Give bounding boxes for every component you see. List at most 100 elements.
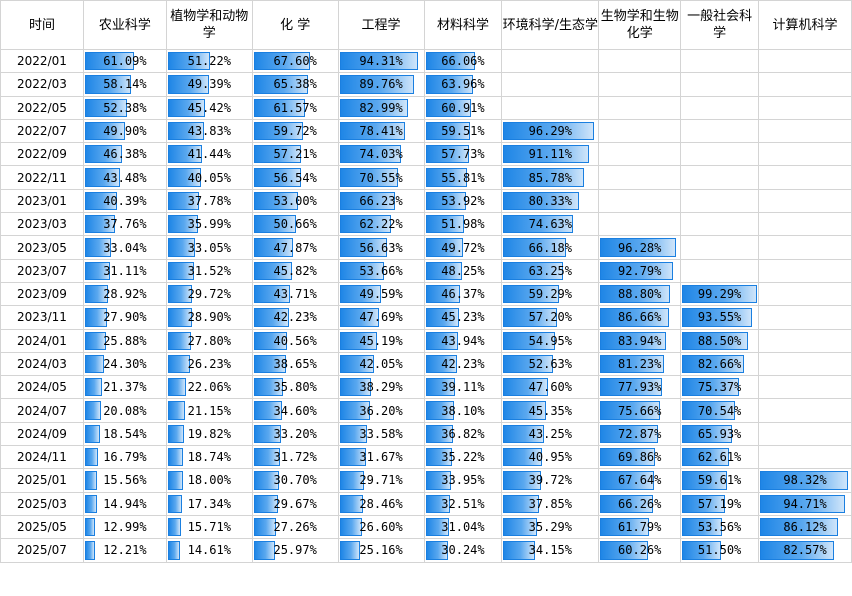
value-cell[interactable]: 57.19% — [680, 491, 760, 516]
value-cell[interactable]: 25.88% — [82, 328, 167, 353]
value-cell[interactable]: 14.94% — [82, 491, 167, 516]
value-cell[interactable]: 49.39% — [165, 72, 253, 97]
date-cell[interactable]: 2023/05 — [0, 235, 84, 260]
value-cell[interactable]: 82.57% — [758, 538, 852, 563]
value-cell[interactable] — [680, 258, 760, 283]
value-cell[interactable]: 67.60% — [251, 48, 339, 74]
value-cell[interactable]: 26.60% — [337, 514, 425, 540]
value-cell[interactable]: 16.79% — [82, 445, 167, 470]
date-cell[interactable]: 2024/01 — [0, 328, 84, 353]
date-cell[interactable]: 2022/11 — [0, 165, 84, 190]
value-cell[interactable]: 25.97% — [251, 538, 339, 563]
value-cell[interactable]: 12.21% — [82, 538, 167, 563]
value-cell[interactable]: 86.66% — [598, 305, 682, 330]
value-cell[interactable]: 40.05% — [165, 165, 253, 190]
value-cell[interactable]: 18.54% — [82, 421, 167, 447]
value-cell[interactable] — [598, 165, 682, 190]
value-cell[interactable]: 53.92% — [423, 188, 503, 214]
value-cell[interactable]: 83.94% — [598, 328, 682, 353]
value-cell[interactable]: 40.56% — [251, 328, 339, 353]
date-cell[interactable]: 2022/03 — [0, 72, 84, 97]
value-cell[interactable]: 78.41% — [337, 118, 425, 144]
value-cell[interactable]: 28.46% — [337, 491, 425, 516]
value-cell[interactable] — [758, 398, 852, 423]
value-cell[interactable]: 52.38% — [82, 95, 167, 120]
value-cell[interactable]: 55.81% — [423, 165, 503, 190]
value-cell[interactable]: 31.04% — [423, 514, 503, 540]
value-cell[interactable]: 38.10% — [423, 398, 503, 423]
value-cell[interactable]: 22.06% — [165, 375, 253, 400]
value-cell[interactable]: 94.31% — [337, 48, 425, 74]
value-cell[interactable] — [758, 212, 852, 237]
value-cell[interactable]: 31.11% — [82, 258, 167, 283]
value-cell[interactable]: 56.54% — [251, 165, 339, 190]
value-cell[interactable]: 75.37% — [680, 375, 760, 400]
value-cell[interactable]: 35.29% — [501, 514, 600, 540]
value-cell[interactable]: 57.20% — [501, 305, 600, 330]
value-cell[interactable]: 54.95% — [501, 328, 600, 353]
value-cell[interactable]: 30.24% — [423, 538, 503, 563]
value-cell[interactable]: 34.15% — [501, 538, 600, 563]
value-cell[interactable]: 94.71% — [758, 491, 852, 516]
value-cell[interactable]: 93.55% — [680, 305, 760, 330]
value-cell[interactable]: 60.26% — [598, 538, 682, 563]
value-cell[interactable]: 53.66% — [337, 258, 425, 283]
value-cell[interactable] — [680, 118, 760, 144]
value-cell[interactable]: 46.38% — [82, 142, 167, 167]
value-cell[interactable]: 34.60% — [251, 398, 339, 423]
column-header[interactable]: 化 学 — [251, 0, 339, 50]
value-cell[interactable]: 26.23% — [165, 351, 253, 377]
value-cell[interactable]: 47.87% — [251, 235, 339, 260]
value-cell[interactable]: 66.06% — [423, 48, 503, 74]
value-cell[interactable]: 27.90% — [82, 305, 167, 330]
date-cell[interactable]: 2025/05 — [0, 514, 84, 540]
value-cell[interactable]: 65.93% — [680, 421, 760, 447]
value-cell[interactable]: 40.95% — [501, 445, 600, 470]
value-cell[interactable]: 66.26% — [598, 491, 682, 516]
date-cell[interactable]: 2023/01 — [0, 188, 84, 214]
value-cell[interactable]: 88.80% — [598, 281, 682, 307]
value-cell[interactable] — [758, 305, 852, 330]
value-cell[interactable]: 29.67% — [251, 491, 339, 516]
value-cell[interactable]: 37.78% — [165, 188, 253, 214]
value-cell[interactable] — [680, 95, 760, 120]
value-cell[interactable]: 98.32% — [758, 468, 852, 493]
value-cell[interactable]: 28.90% — [165, 305, 253, 330]
value-cell[interactable]: 63.96% — [423, 72, 503, 97]
date-cell[interactable]: 2024/03 — [0, 351, 84, 377]
value-cell[interactable]: 74.03% — [337, 142, 425, 167]
value-cell[interactable] — [598, 212, 682, 237]
value-cell[interactable]: 39.11% — [423, 375, 503, 400]
value-cell[interactable]: 45.42% — [165, 95, 253, 120]
value-cell[interactable]: 61.09% — [82, 48, 167, 74]
value-cell[interactable]: 40.39% — [82, 188, 167, 214]
value-cell[interactable]: 56.63% — [337, 235, 425, 260]
value-cell[interactable]: 75.66% — [598, 398, 682, 423]
date-cell[interactable]: 2024/09 — [0, 421, 84, 447]
value-cell[interactable]: 31.72% — [251, 445, 339, 470]
value-cell[interactable]: 29.72% — [165, 281, 253, 307]
value-cell[interactable]: 29.71% — [337, 468, 425, 493]
value-cell[interactable] — [758, 281, 852, 307]
value-cell[interactable]: 61.79% — [598, 514, 682, 540]
value-cell[interactable]: 70.55% — [337, 165, 425, 190]
value-cell[interactable]: 45.35% — [501, 398, 600, 423]
value-cell[interactable]: 99.29% — [680, 281, 760, 307]
column-header[interactable]: 农业科学 — [82, 0, 167, 50]
value-cell[interactable]: 20.08% — [82, 398, 167, 423]
value-cell[interactable]: 41.44% — [165, 142, 253, 167]
value-cell[interactable]: 91.11% — [501, 142, 600, 167]
date-cell[interactable]: 2022/07 — [0, 118, 84, 144]
value-cell[interactable] — [758, 235, 852, 260]
value-cell[interactable] — [680, 142, 760, 167]
value-cell[interactable]: 53.00% — [251, 188, 339, 214]
value-cell[interactable]: 42.05% — [337, 351, 425, 377]
value-cell[interactable]: 37.76% — [82, 212, 167, 237]
column-header[interactable]: 工程学 — [337, 0, 425, 50]
value-cell[interactable]: 17.34% — [165, 491, 253, 516]
value-cell[interactable]: 33.95% — [423, 468, 503, 493]
value-cell[interactable]: 86.12% — [758, 514, 852, 540]
value-cell[interactable]: 19.82% — [165, 421, 253, 447]
value-cell[interactable]: 85.78% — [501, 165, 600, 190]
value-cell[interactable]: 45.23% — [423, 305, 503, 330]
